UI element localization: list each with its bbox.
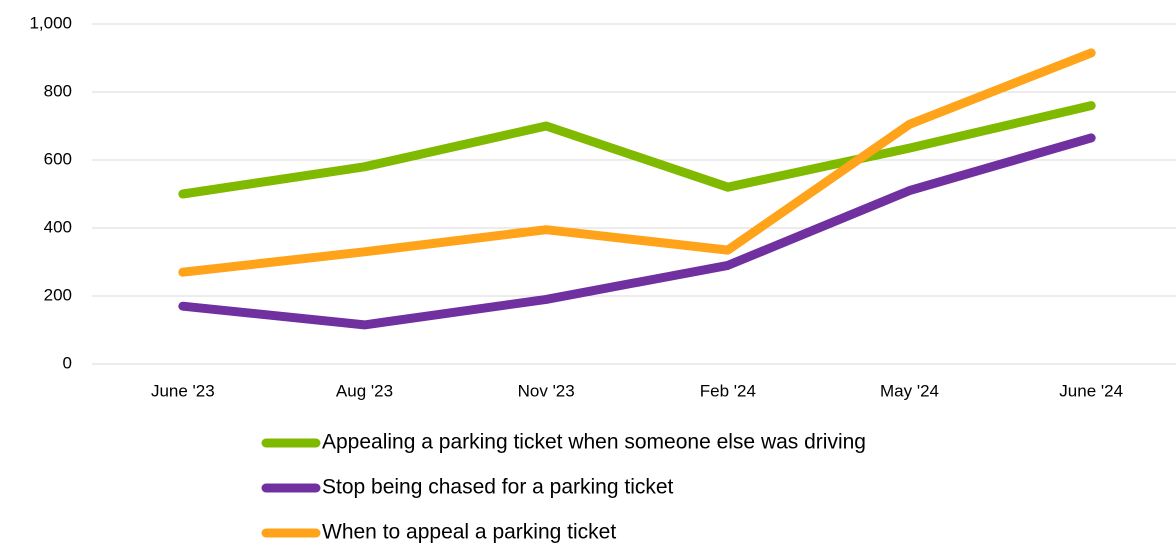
legend-label: Stop being chased for a parking ticket — [322, 476, 674, 499]
y-tick-label: 1,000 — [29, 13, 72, 32]
y-tick-label: 400 — [44, 217, 72, 236]
series-line — [178, 133, 1096, 330]
y-tick-label: 0 — [63, 353, 72, 372]
x-tick-label: June '23 — [151, 381, 215, 400]
legend-label: Appealing a parking ticket when someone … — [322, 431, 866, 454]
x-tick-label: Nov '23 — [518, 381, 575, 400]
y-tick-label: 800 — [44, 81, 72, 100]
legend-label: When to appeal a parking ticket — [322, 521, 616, 543]
y-tick-label: 600 — [44, 149, 72, 168]
y-tick-label: 200 — [44, 285, 72, 304]
x-tick-label: Feb '24 — [700, 381, 756, 400]
x-tick-label: May '24 — [880, 381, 939, 400]
x-tick-label: Aug '23 — [336, 381, 393, 400]
series-line — [178, 101, 1096, 199]
x-tick-label: June '24 — [1059, 381, 1123, 400]
series-line — [178, 48, 1096, 277]
